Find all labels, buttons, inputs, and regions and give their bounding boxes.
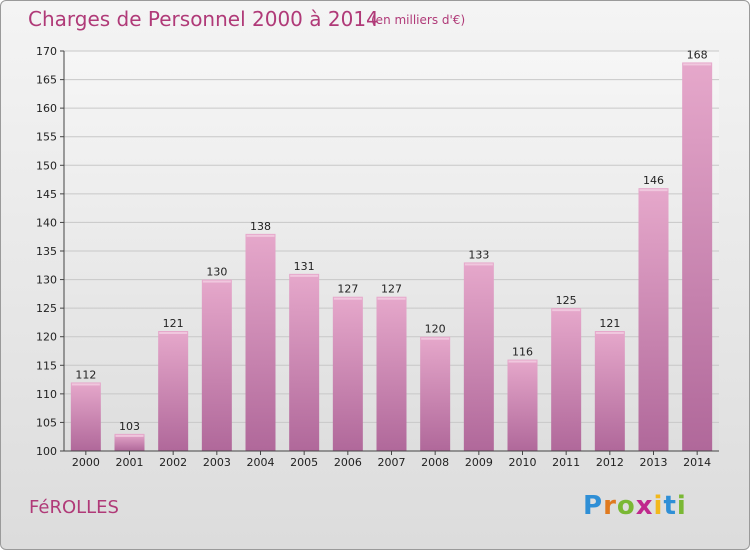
value-label: 116 <box>512 346 533 359</box>
x-tick-label: 2013 <box>640 456 668 469</box>
value-label: 121 <box>599 317 620 330</box>
x-tick-label: 2011 <box>552 456 580 469</box>
bar-highlight <box>333 297 362 300</box>
chart-subtitle: (en milliers d'€) <box>371 13 466 27</box>
logo-letter: o <box>616 491 636 521</box>
proxiti-logo: Proxiti <box>583 491 687 521</box>
x-tick-label: 2010 <box>509 456 537 469</box>
bar <box>682 62 713 452</box>
value-label: 103 <box>119 420 140 433</box>
value-label: 121 <box>163 317 184 330</box>
value-label: 146 <box>643 174 664 187</box>
value-label: 112 <box>75 368 96 381</box>
logo-letter: t <box>663 491 677 521</box>
x-tick-label: 2014 <box>683 456 711 469</box>
bar-highlight <box>639 189 668 192</box>
bar-highlight <box>683 63 712 66</box>
y-tick-label: 145 <box>36 188 57 201</box>
bar-highlight <box>421 337 450 340</box>
value-label: 125 <box>556 294 577 307</box>
bar-highlight <box>595 332 624 334</box>
bar-highlight <box>71 383 100 386</box>
y-tick-label: 135 <box>36 245 57 258</box>
bar <box>376 296 407 451</box>
bar <box>289 273 320 451</box>
y-tick-label: 120 <box>36 331 57 344</box>
bar-highlight <box>202 280 231 283</box>
value-label: 130 <box>206 266 227 279</box>
y-tick-label: 125 <box>36 302 57 315</box>
logo-letter: i <box>653 491 664 521</box>
x-tick-label: 2007 <box>378 456 406 469</box>
y-tick-label: 130 <box>36 274 57 287</box>
value-label: 168 <box>687 48 708 61</box>
value-label: 127 <box>337 283 358 296</box>
y-tick-label: 155 <box>36 131 57 144</box>
y-tick-label: 140 <box>36 216 57 229</box>
x-tick-label: 2001 <box>116 456 144 469</box>
bar-highlight <box>290 274 319 277</box>
bar <box>114 433 145 451</box>
value-label: 120 <box>425 323 446 336</box>
bar <box>463 262 494 451</box>
bar <box>638 188 669 451</box>
x-tick-label: 2008 <box>421 456 449 469</box>
bar <box>201 279 232 451</box>
bar-highlight <box>246 234 275 237</box>
x-tick-label: 2000 <box>72 456 100 469</box>
y-tick-label: 170 <box>36 45 57 58</box>
value-label: 131 <box>294 260 315 273</box>
value-label: 138 <box>250 220 271 233</box>
x-tick-label: 2003 <box>203 456 231 469</box>
bar <box>70 382 101 451</box>
value-label: 127 <box>381 283 402 296</box>
x-tick-label: 2004 <box>247 456 275 469</box>
y-tick-label: 150 <box>36 159 57 172</box>
y-tick-label: 100 <box>36 445 57 458</box>
bar-highlight <box>159 332 188 334</box>
logo-letter: r <box>603 491 617 521</box>
bar-highlight <box>377 297 406 300</box>
y-tick-label: 115 <box>36 359 57 372</box>
y-tick-label: 105 <box>36 416 57 429</box>
bar-highlight <box>552 309 581 312</box>
value-label: 133 <box>468 248 489 261</box>
x-tick-label: 2009 <box>465 456 493 469</box>
logo-letter: x <box>635 491 654 521</box>
commune-name: FéROLLES <box>29 497 119 518</box>
y-tick-label: 165 <box>36 74 57 87</box>
bar <box>158 331 189 451</box>
logo-letter: P <box>583 491 604 521</box>
x-tick-label: 2005 <box>290 456 318 469</box>
y-tick-label: 110 <box>36 388 57 401</box>
bar <box>245 233 276 451</box>
bar-highlight <box>464 263 493 266</box>
bar <box>507 359 538 451</box>
bar-highlight <box>508 360 537 363</box>
logo-letter: i <box>676 491 687 521</box>
bar <box>420 336 451 451</box>
bar <box>332 296 363 451</box>
x-tick-label: 2012 <box>596 456 624 469</box>
bar <box>594 331 625 451</box>
x-tick-label: 2006 <box>334 456 362 469</box>
bar <box>551 308 582 451</box>
chart-title: Charges de Personnel 2000 à 2014 <box>28 7 379 31</box>
bar-highlight <box>115 434 144 437</box>
x-tick-label: 2002 <box>159 456 187 469</box>
y-tick-label: 160 <box>36 102 57 115</box>
